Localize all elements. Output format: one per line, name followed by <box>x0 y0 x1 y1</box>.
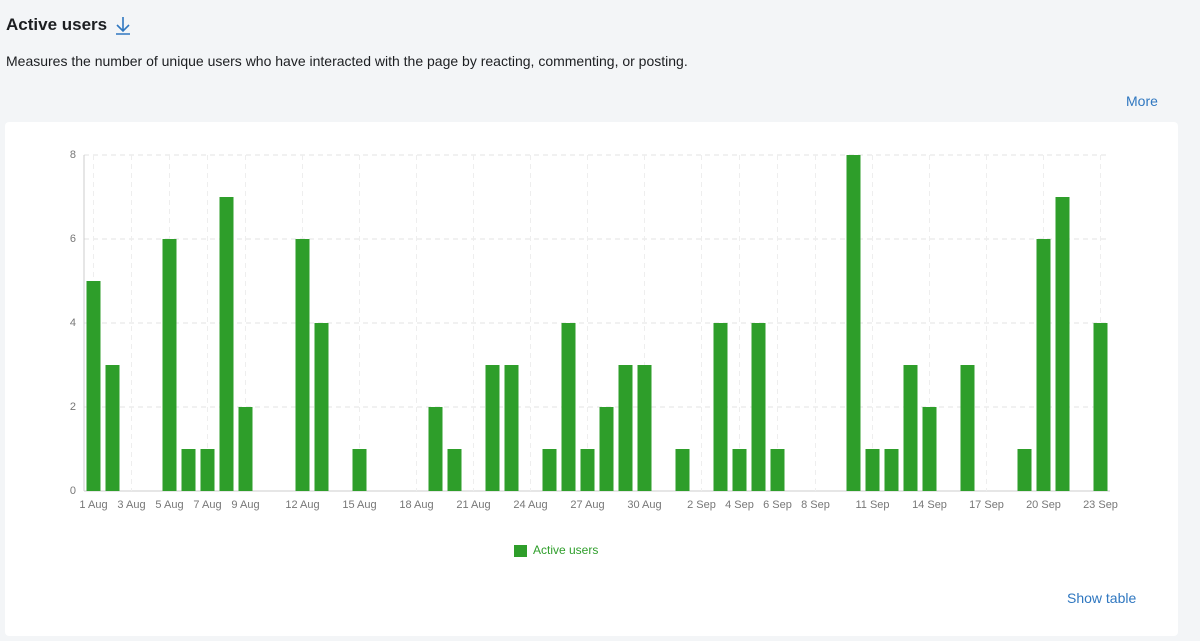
legend-swatch <box>514 545 527 557</box>
x-tick-label: 17 Sep <box>969 499 1004 511</box>
bar <box>200 449 215 491</box>
bar <box>485 365 500 491</box>
x-tick-label: 3 Aug <box>117 499 145 511</box>
x-tick-label: 6 Sep <box>763 499 792 511</box>
bar <box>580 449 595 491</box>
bar <box>86 281 101 491</box>
bar <box>751 323 766 491</box>
x-tick-label: 1 Aug <box>79 499 107 511</box>
bar <box>504 365 519 491</box>
x-tick-label: 11 Sep <box>855 499 889 511</box>
y-tick-label: 0 <box>70 485 76 497</box>
bar <box>770 449 785 491</box>
x-tick-label: 18 Aug <box>399 499 433 511</box>
bar <box>618 365 633 491</box>
x-tick-label: 24 Aug <box>513 499 547 511</box>
x-tick-label: 12 Aug <box>285 499 319 511</box>
y-tick-label: 6 <box>70 233 76 245</box>
bar <box>713 323 728 491</box>
x-tick-label: 14 Sep <box>912 499 947 511</box>
bar <box>105 365 120 491</box>
bar <box>599 407 614 491</box>
x-tick-label: 9 Aug <box>231 499 259 511</box>
y-tick-label: 2 <box>70 401 76 413</box>
bar <box>637 365 652 491</box>
bar <box>922 407 937 491</box>
show-table-link[interactable]: Show table <box>1067 590 1137 606</box>
bar <box>428 407 443 491</box>
bar <box>732 449 747 491</box>
chart-card <box>5 122 1178 636</box>
x-tick-label: 2 Sep <box>687 499 716 511</box>
legend-label: Active users <box>533 543 598 557</box>
bar <box>846 155 861 491</box>
download-icon[interactable] <box>114 15 132 35</box>
description: Measures the number of unique users who … <box>6 53 688 69</box>
y-tick-label: 8 <box>70 149 76 161</box>
bar <box>542 449 557 491</box>
bar <box>295 239 310 491</box>
x-tick-label: 23 Sep <box>1083 499 1118 511</box>
bar <box>1055 197 1070 491</box>
bar <box>561 323 576 491</box>
bar <box>884 449 899 491</box>
x-tick-label: 15 Aug <box>342 499 376 511</box>
x-tick-label: 5 Aug <box>155 499 183 511</box>
x-tick-label: 7 Aug <box>193 499 221 511</box>
bar <box>865 449 880 491</box>
bar <box>181 449 196 491</box>
x-tick-label: 21 Aug <box>456 499 490 511</box>
bar <box>219 197 234 491</box>
bar <box>675 449 690 491</box>
x-tick-label: 4 Sep <box>725 499 754 511</box>
bar <box>960 365 975 491</box>
bar <box>162 239 177 491</box>
bar <box>314 323 329 491</box>
x-tick-label: 20 Sep <box>1026 499 1061 511</box>
bar <box>1036 239 1051 491</box>
bar <box>1017 449 1032 491</box>
bar <box>238 407 253 491</box>
bar <box>447 449 462 491</box>
y-tick-label: 4 <box>70 317 76 329</box>
more-link[interactable]: More <box>1126 93 1158 109</box>
x-tick-label: 27 Aug <box>570 499 604 511</box>
x-tick-label: 30 Aug <box>627 499 661 511</box>
section-title: Active users <box>6 15 108 34</box>
bar <box>352 449 367 491</box>
bar <box>903 365 918 491</box>
x-tick-label: 8 Sep <box>801 499 830 511</box>
bar <box>1093 323 1108 491</box>
